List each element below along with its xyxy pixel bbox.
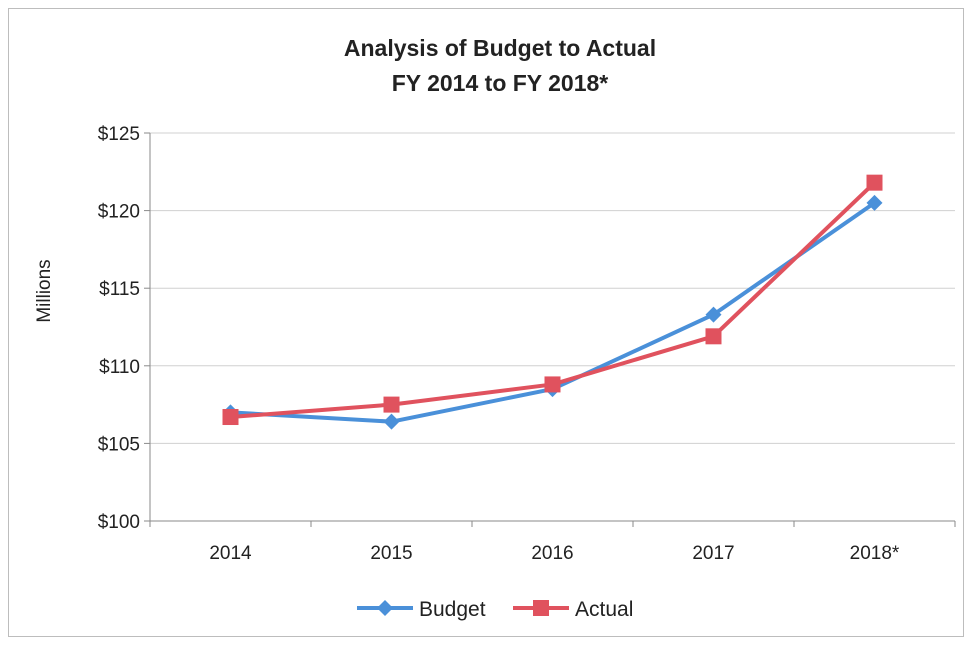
x-tick-label: 2015 xyxy=(370,543,412,564)
chart-title-line-1: Analysis of Budget to Actual xyxy=(344,35,656,61)
actual-data-point xyxy=(705,328,722,345)
y-tick-label: $120 xyxy=(98,202,140,223)
legend-budget-marker xyxy=(377,600,393,616)
budget-data-point xyxy=(383,413,400,430)
gridlines xyxy=(150,132,955,444)
budget-data-point xyxy=(866,194,883,211)
x-tick-label: 2018* xyxy=(850,543,900,564)
y-tick-label: $115 xyxy=(99,279,140,300)
actual-data-point xyxy=(544,376,561,393)
x-tick-label: 2017 xyxy=(692,543,734,564)
axes xyxy=(144,132,956,527)
y-axis-label: Millions xyxy=(34,259,55,322)
legend-actual-label: Actual xyxy=(575,598,633,621)
x-tick-label: 2016 xyxy=(531,543,573,564)
y-tick-label: $100 xyxy=(98,512,140,533)
actual-data-point xyxy=(222,409,239,426)
legend: Budget Actual xyxy=(357,598,633,621)
legend-actual-marker xyxy=(533,600,549,616)
y-tick-label: $110 xyxy=(99,357,140,378)
y-tick-label: $105 xyxy=(98,434,140,455)
legend-budget-label: Budget xyxy=(419,598,486,621)
x-tick-label: 2014 xyxy=(209,543,252,564)
chart-frame xyxy=(8,8,964,637)
series-layer xyxy=(222,174,883,430)
budget-data-point xyxy=(705,306,722,323)
y-tick-label: $125 xyxy=(98,124,140,145)
y-tick-labels: $100 $105 $110 $115 $120 $125 xyxy=(98,124,140,533)
chart-title-line-2: FY 2014 to FY 2018* xyxy=(392,70,609,96)
actual-data-point xyxy=(383,396,400,413)
x-tick-labels: 2014 2015 2016 2017 2018* xyxy=(209,543,900,564)
actual-data-point xyxy=(866,174,883,191)
